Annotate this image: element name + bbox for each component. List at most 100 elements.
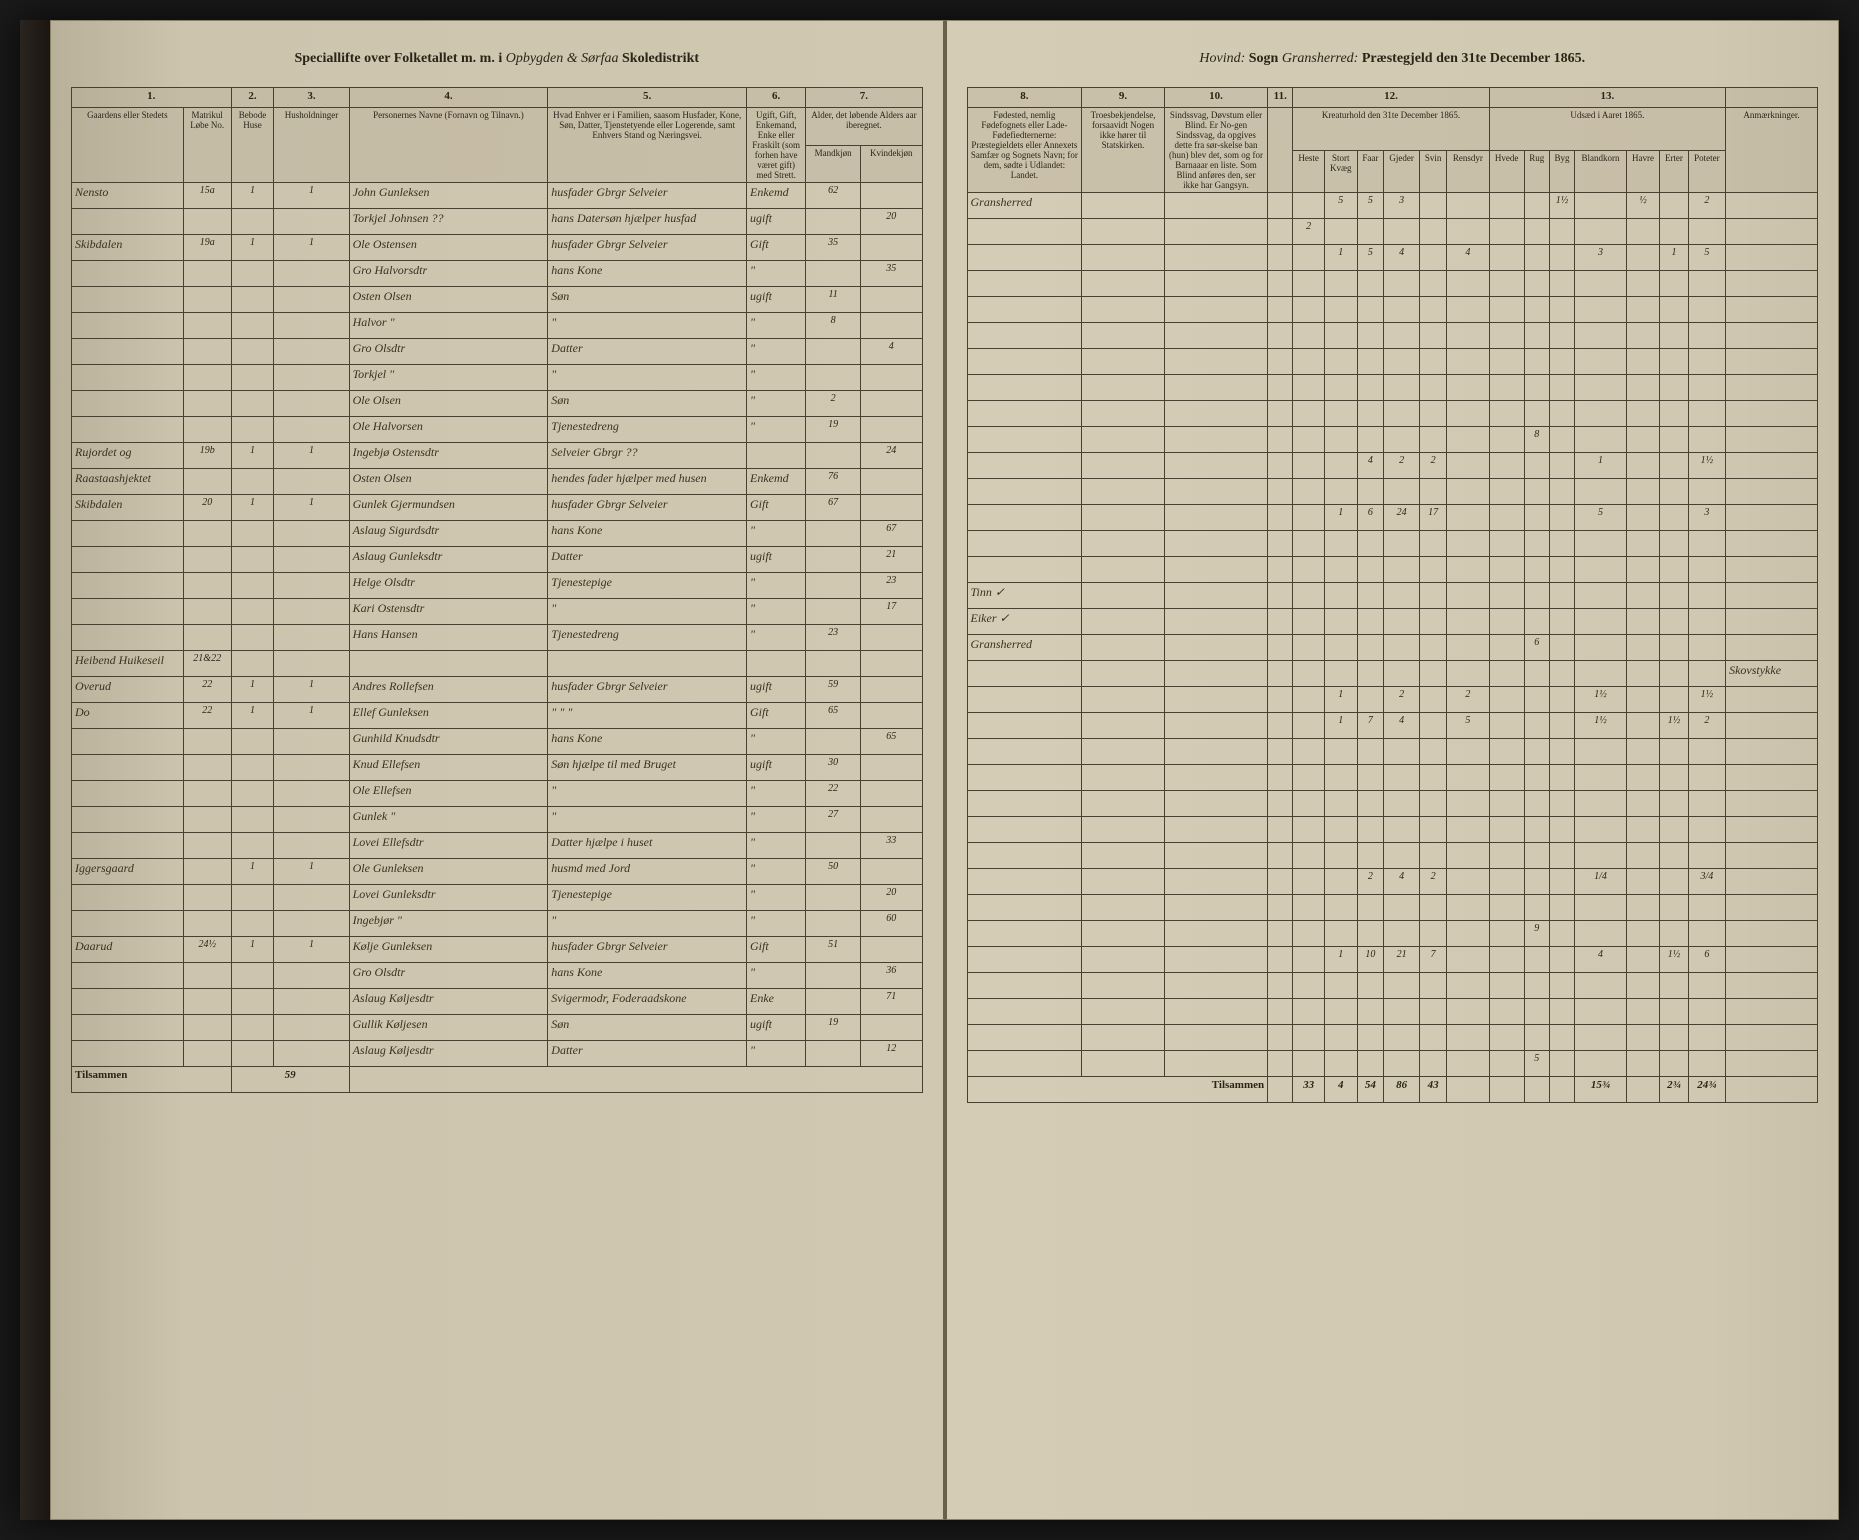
navn-cell: Gunlek ": [349, 807, 548, 833]
liv-cell: [1489, 869, 1524, 895]
header-sogn: Sogn: [1249, 51, 1279, 66]
liv-cell: [1447, 739, 1489, 765]
liv-cell: [1384, 219, 1420, 245]
liv-cell: [1293, 453, 1325, 479]
liv-cell: [1575, 427, 1627, 453]
liv-cell: [1660, 453, 1689, 479]
liv-cell: [1384, 843, 1420, 869]
liv-cell: 24: [1384, 505, 1420, 531]
liv-cell: [1688, 765, 1725, 791]
stand-cell: Søn hjælpe til med Bruget: [548, 755, 747, 781]
liv-cell: [1549, 427, 1574, 453]
stand-cell: Svigermodr, Foderaadskone: [548, 989, 747, 1015]
liv-cell: [1524, 843, 1549, 869]
gs-cell: [747, 651, 806, 677]
liv-cell: 2: [1688, 713, 1725, 739]
bh-cell: [231, 261, 274, 287]
fst-cell: [967, 843, 1082, 869]
liv-cell: 5: [1524, 1051, 1549, 1077]
h7: Alder, det løbende Alders aar iberegnet.: [806, 108, 922, 146]
liv-cell: [1357, 817, 1383, 843]
liv-cell: [1575, 817, 1627, 843]
lnr-cell: [183, 365, 231, 391]
liv-cell: [1688, 271, 1725, 297]
liv-cell: 2: [1688, 193, 1725, 219]
liv-cell: [1626, 947, 1659, 973]
liv-cell: [1524, 505, 1549, 531]
sted-cell: [72, 885, 184, 911]
liv-cell: [1549, 583, 1574, 609]
liv-cell: [1357, 557, 1383, 583]
navn-cell: Lovei Ellefsdtr: [349, 833, 548, 859]
liv-cell: [1293, 583, 1325, 609]
gs-cell: ugift: [747, 1015, 806, 1041]
m-cell: [806, 573, 861, 599]
liv-cell: [1489, 921, 1524, 947]
liv-cell: [1575, 531, 1627, 557]
table-row: Daarud24½11Kølje Gunleksenhusfader Gbrgr…: [72, 937, 923, 963]
liv-cell: [1420, 271, 1447, 297]
liv-cell: [1575, 609, 1627, 635]
k3: Faar: [1357, 150, 1383, 193]
m-cell: [806, 209, 861, 235]
hh-cell: 1: [274, 677, 349, 703]
navn-cell: Ole Halvorsen: [349, 417, 548, 443]
liv-cell: 2: [1447, 687, 1489, 713]
u7: Poteter: [1688, 150, 1725, 193]
m-cell: 59: [806, 677, 861, 703]
liv-cell: [1420, 739, 1447, 765]
fst-cell: Gransherred: [967, 635, 1082, 661]
lnr-cell: [183, 209, 231, 235]
ft6: [1489, 1077, 1524, 1103]
tro-cell: [1082, 843, 1165, 869]
liv-cell: 4: [1384, 713, 1420, 739]
liv-cell: [1575, 557, 1627, 583]
liv-cell: [1324, 271, 1357, 297]
navn-cell: John Gunleksen: [349, 183, 548, 209]
hh-cell: [274, 261, 349, 287]
hh-cell: [274, 417, 349, 443]
liv-cell: [1420, 531, 1447, 557]
sind-cell: [1164, 557, 1267, 583]
liv-cell: [1688, 609, 1725, 635]
tro-cell: [1082, 947, 1165, 973]
liv-cell: [1626, 349, 1659, 375]
ft4: 43: [1420, 1077, 1447, 1103]
sind-cell: [1164, 505, 1267, 531]
sted-cell: Do: [72, 703, 184, 729]
anm-cell: [1726, 505, 1818, 531]
lnr-cell: [183, 599, 231, 625]
liv-cell: [1293, 271, 1325, 297]
liv-cell: [1688, 375, 1725, 401]
lnr-cell: [183, 885, 231, 911]
liv-cell: 1: [1324, 245, 1357, 271]
bh-cell: [231, 1015, 274, 1041]
col2-num: 2.: [231, 88, 274, 108]
liv-cell: [1549, 1051, 1574, 1077]
liv-cell: [1489, 739, 1524, 765]
sind-cell: [1164, 427, 1267, 453]
sted-cell: Daarud: [72, 937, 184, 963]
fst-cell: [967, 999, 1082, 1025]
liv-cell: [1575, 401, 1627, 427]
anm-cell: [1726, 713, 1818, 739]
liv-cell: [1324, 583, 1357, 609]
h6: Ugift, Gift, Enkemand, Enke eller Fraski…: [747, 108, 806, 183]
lnr-cell: [183, 261, 231, 287]
liv-cell: [1575, 193, 1627, 219]
liv-cell: [1447, 427, 1489, 453]
navn-cell: Kølje Gunleksen: [349, 937, 548, 963]
liv-cell: [1384, 375, 1420, 401]
liv-cell: [1549, 219, 1574, 245]
liv-cell: 2: [1293, 219, 1325, 245]
liv-cell: [1688, 323, 1725, 349]
bh-cell: 1: [231, 677, 274, 703]
stand-cell: husmd med Jord: [548, 859, 747, 885]
liv-cell: [1489, 843, 1524, 869]
fst-cell: [967, 453, 1082, 479]
table-row: [967, 999, 1818, 1025]
stand-cell: hans Datersøn hjælper husfad: [548, 209, 747, 235]
liv-cell: [1626, 557, 1659, 583]
liv-cell: [1489, 453, 1524, 479]
hh-cell: [274, 833, 349, 859]
